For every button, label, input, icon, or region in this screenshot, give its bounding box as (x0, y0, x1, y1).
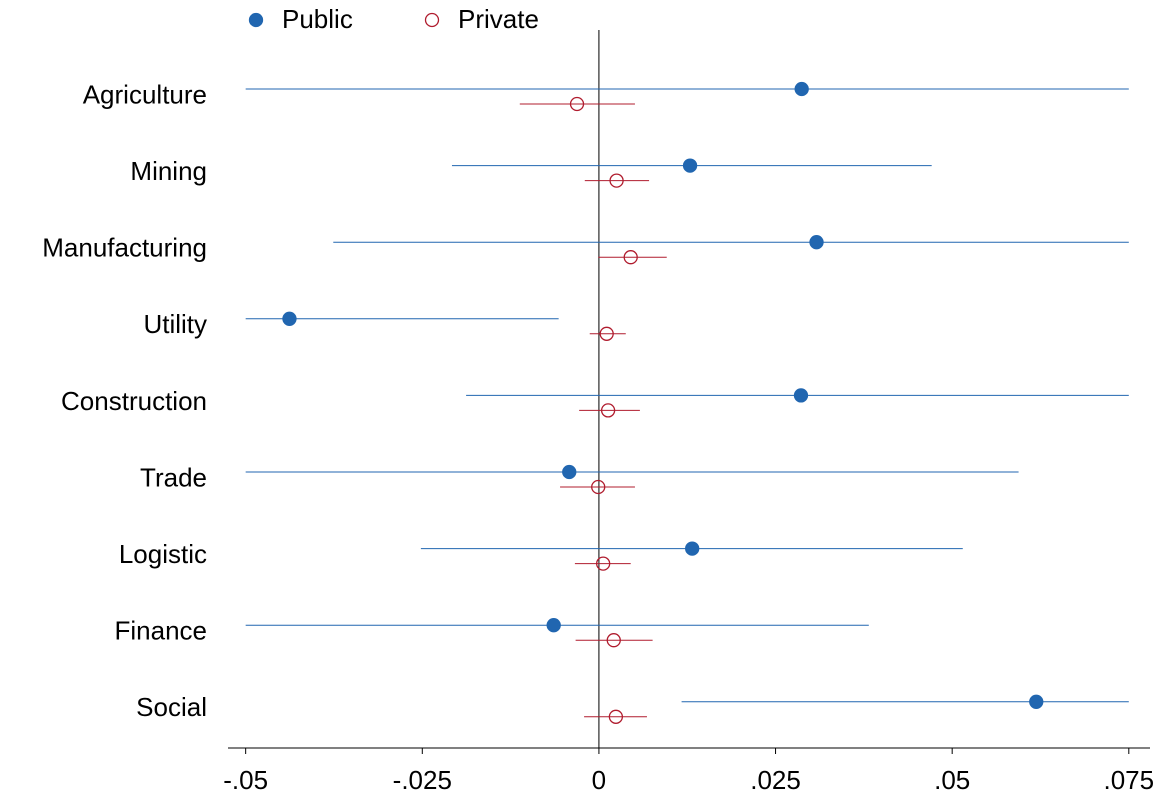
legend-marker (248, 12, 264, 28)
point (569, 96, 585, 112)
y-tick-label: Agriculture (83, 79, 207, 109)
point (546, 618, 561, 633)
x-tick-label: 0 (592, 765, 606, 795)
y-tick-label: Social (136, 692, 207, 722)
y-tick-label: Logistic (119, 539, 207, 569)
point (809, 235, 824, 250)
legend-label: Public (282, 4, 353, 34)
point (600, 403, 616, 418)
point (794, 81, 809, 97)
point (562, 464, 577, 480)
point (606, 633, 621, 648)
point (591, 479, 606, 495)
point (608, 709, 624, 724)
point (609, 173, 624, 188)
point (599, 326, 614, 341)
legend-label: Private (458, 4, 539, 34)
x-tick-label: .075 (1103, 765, 1154, 795)
point (596, 556, 611, 571)
y-tick-label: Finance (115, 616, 208, 646)
y-tick-label: Manufacturing (42, 233, 207, 263)
point (682, 158, 698, 173)
point (793, 388, 809, 403)
point (685, 541, 700, 556)
y-tick-label: Construction (61, 386, 207, 416)
x-tick-label: -.05 (223, 765, 268, 795)
x-tick-label: -.025 (393, 765, 452, 795)
x-tick-label: .025 (750, 765, 801, 795)
x-tick-label: .05 (934, 765, 970, 795)
y-tick-label: Utility (143, 309, 207, 339)
y-tick-label: Mining (130, 156, 207, 186)
y-tick-label: Trade (140, 462, 207, 492)
point (1029, 694, 1044, 709)
legend-marker (424, 12, 440, 28)
point (282, 311, 297, 326)
point (623, 250, 638, 265)
